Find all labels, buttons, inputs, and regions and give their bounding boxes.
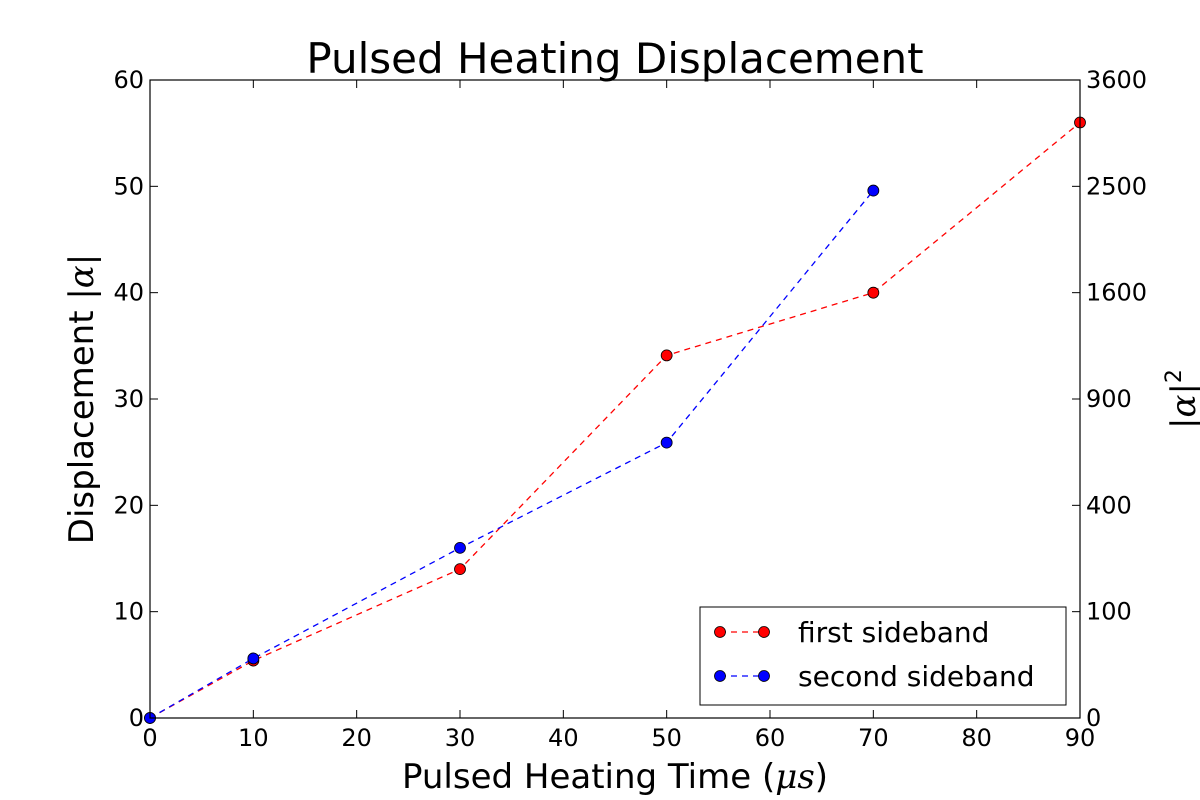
- x-tick-label: 10: [238, 724, 269, 752]
- y-tick-label: 50: [113, 172, 144, 200]
- y-axis-label-text: Displacement: [62, 310, 102, 544]
- y2-tick-label: 3600: [1086, 66, 1147, 94]
- y2-tick-label: 900: [1086, 385, 1132, 413]
- x-tick-label: 60: [755, 724, 786, 752]
- series-2-point: [867, 184, 880, 197]
- x-tick-label: 30: [445, 724, 476, 752]
- y-axis-label-space: [62, 300, 102, 311]
- x-axis-label: Pulsed Heating Time (μs): [402, 757, 828, 797]
- y-tick-label: 10: [113, 598, 144, 626]
- legend-label-2: second sideband: [798, 660, 1035, 693]
- x-axis-label-text: Pulsed Heating Time: [402, 757, 751, 797]
- y-tick-label: 20: [113, 491, 144, 519]
- series-1-point: [660, 349, 673, 362]
- x-tick-label: 70: [858, 724, 889, 752]
- x-tick-label: 90: [1065, 724, 1096, 752]
- ticks-layer: 0 10 20 30 40 50 60 70 80 90010203040506001004009…: [113, 66, 1147, 752]
- legend-box: [699, 606, 1067, 706]
- y2-tick-label: 0: [1086, 704, 1101, 732]
- x-tick-label: 50: [651, 724, 682, 752]
- legend: first sideband second sideband: [699, 606, 1067, 706]
- series-layer: [144, 116, 1086, 724]
- legend-label-1: first sideband: [798, 616, 989, 649]
- y2-axis-label-sup: 2: [1162, 369, 1187, 383]
- legend-marker-1: [714, 626, 726, 638]
- x-axis-label-paren-close: ): [815, 757, 828, 797]
- y-axis-label: Displacement |α|: [62, 254, 102, 544]
- legend-marker-2: [714, 670, 726, 682]
- y-tick-label: 40: [113, 279, 144, 307]
- y-tick-label: 0: [129, 704, 144, 732]
- series-2-point: [454, 541, 466, 554]
- y-tick-label: 60: [113, 66, 144, 94]
- y2-tick-label: 100: [1086, 598, 1132, 626]
- y2-tick-label: 2500: [1086, 172, 1147, 200]
- x-tick-label: 40: [548, 724, 579, 752]
- y2-tick-label: 400: [1086, 491, 1132, 519]
- plot-area: 0 10 20 30 40 50 60 70 80 90010203040506001004009…: [113, 66, 1147, 752]
- chart-title: Pulsed Heating Displacement: [306, 34, 923, 83]
- series-2-point: [660, 436, 673, 449]
- y2-axis-label-math: |α|: [1164, 383, 1200, 429]
- series-1-point: [867, 286, 880, 299]
- x-axis-label-unit: μs: [775, 757, 815, 797]
- x-tick-label: 0: [142, 724, 157, 752]
- series-1-point: [454, 563, 466, 576]
- legend-marker-1: [758, 626, 770, 638]
- y2-axis-label: |α|2: [1162, 369, 1200, 429]
- legend-marker-2: [758, 670, 770, 682]
- y-tick-label: 30: [113, 385, 144, 413]
- y2-tick-label: 1600: [1086, 279, 1147, 307]
- x-axis-label-paren-open: (: [751, 757, 775, 797]
- series-line-1: [149, 122, 1081, 719]
- series-2-point: [247, 652, 260, 665]
- y-axis-label-math: |α|: [62, 254, 102, 300]
- x-tick-label: 80: [961, 724, 992, 752]
- x-tick-label: 20: [341, 724, 372, 752]
